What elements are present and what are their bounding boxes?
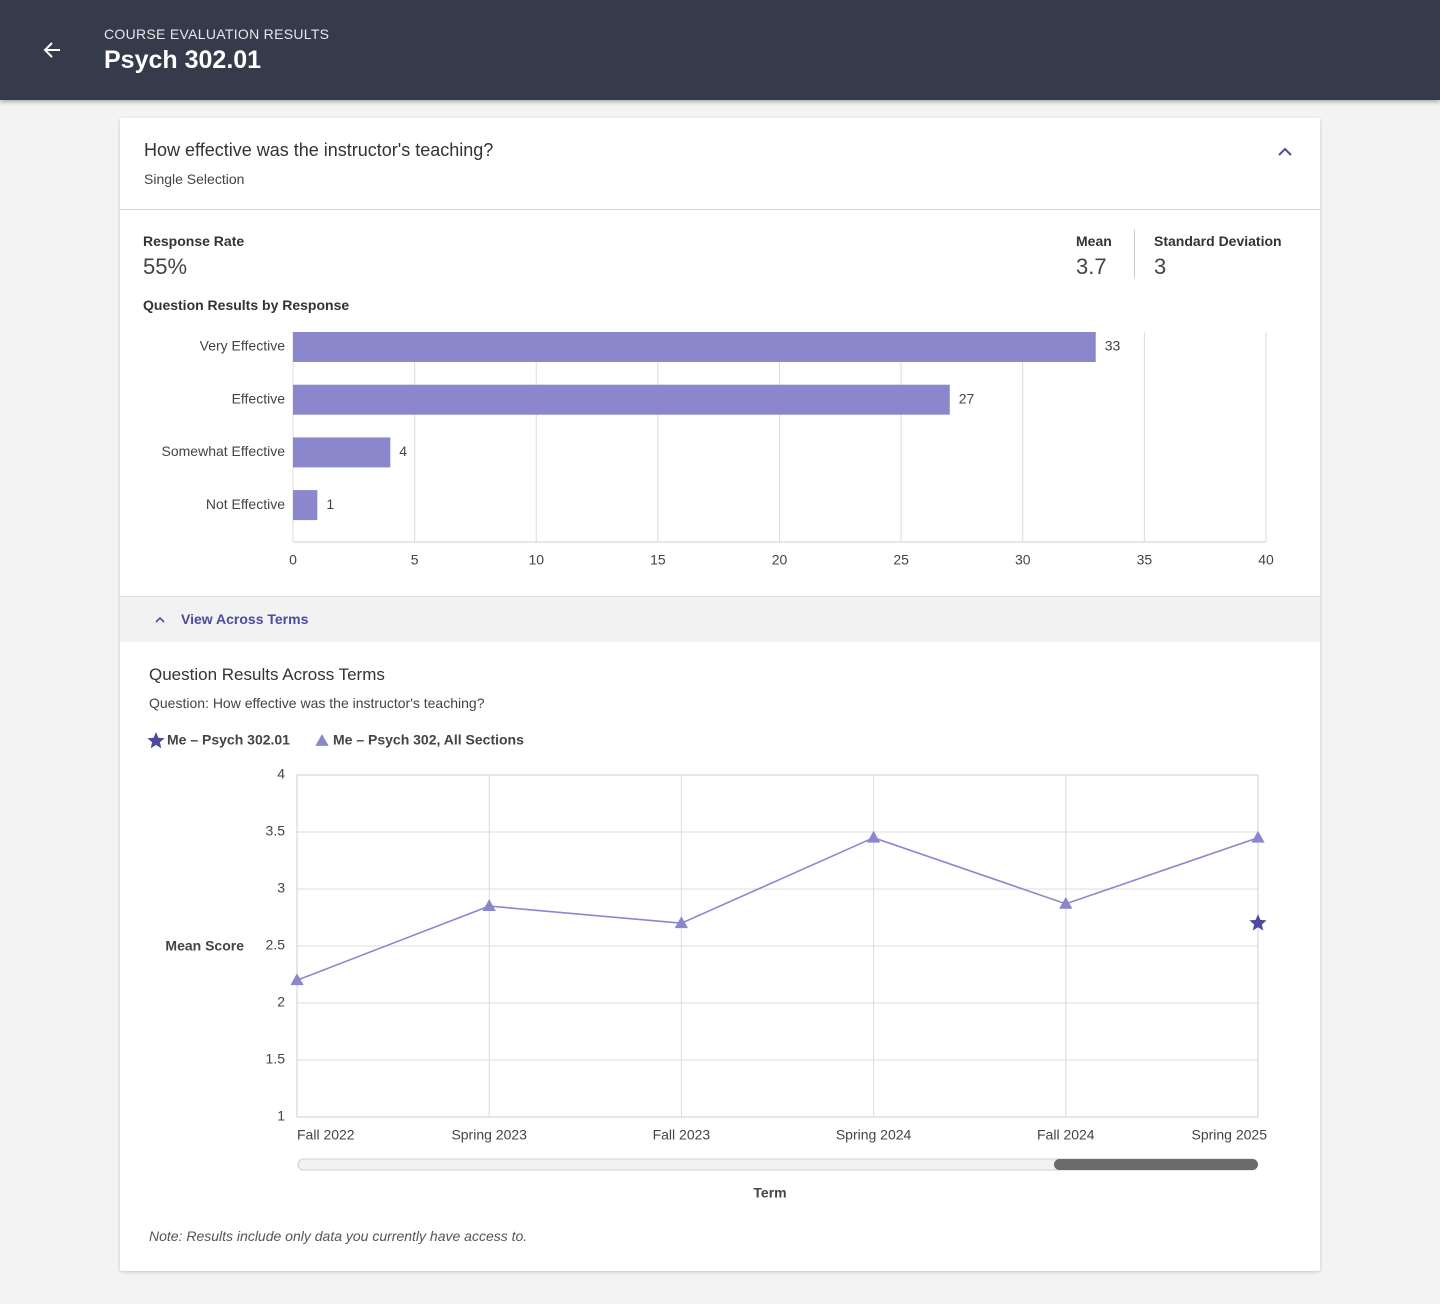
y-tick-label: 3.5 (266, 823, 286, 839)
chart-title: Question Results Across Terms (149, 665, 385, 684)
legend-marker (147, 732, 165, 749)
x-tick-label: Spring 2023 (451, 1127, 527, 1143)
note: Note: Results include only data you curr… (149, 1228, 528, 1244)
chart-title: Question Results by Response (143, 297, 350, 313)
toggle-icon-layer (155, 616, 165, 623)
stat-value: 55% (143, 254, 188, 279)
stat-label: Response Rate (143, 233, 245, 249)
stat-value: 3.7 (1076, 254, 1107, 279)
app-header (0, 0, 1440, 100)
x-tick-label: Fall 2024 (1037, 1127, 1095, 1143)
x-tick-label: 15 (650, 552, 666, 568)
data-point (1249, 914, 1267, 931)
divider (120, 209, 1320, 210)
bar (293, 384, 950, 415)
category-label: Effective (232, 390, 286, 406)
back-icon-layer (43, 42, 60, 58)
legend-label: Me – Psych 302, All Sections (333, 732, 524, 748)
chart-subtitle: Question: How effective was the instruct… (149, 695, 485, 711)
y-tick-label: 3 (277, 880, 285, 896)
legend-label: Me – Psych 302.01 (167, 732, 290, 748)
x-tick-label: 5 (411, 552, 419, 568)
x-tick-label: 35 (1137, 552, 1153, 568)
category-label: Not Effective (206, 496, 285, 512)
data-point (482, 899, 496, 911)
scrollbar-thumb[interactable] (1054, 1159, 1258, 1170)
x-tick-label: 20 (772, 552, 788, 568)
header-title: Psych 302.01 (104, 46, 262, 74)
series-line (296, 836, 1259, 981)
toggle-bar[interactable] (120, 596, 1320, 642)
value-label: 4 (399, 443, 407, 459)
x-tick-label: 10 (528, 552, 544, 568)
toggle-label[interactable]: View Across Terms (181, 611, 309, 627)
stat-label: Mean (1076, 233, 1112, 249)
x-tick-label: Spring 2024 (836, 1127, 912, 1143)
x-tick-label: Spring 2025 (1191, 1127, 1267, 1143)
x-tick-label: 25 (893, 552, 909, 568)
x-tick-label: Fall 2022 (297, 1127, 355, 1143)
stat-divider (1134, 230, 1135, 278)
back-button[interactable] (43, 42, 60, 58)
question-title: How effective was the instructor's teach… (144, 140, 494, 160)
y-tick-label: 2 (277, 994, 285, 1010)
header-eyebrow: COURSE EVALUATION RESULTS (104, 26, 330, 42)
data-point (1251, 830, 1265, 843)
question-subtitle: Single Selection (144, 171, 245, 187)
collapse-icon-layer (1278, 147, 1292, 156)
data-point (290, 973, 304, 986)
collapse-button[interactable] (1278, 147, 1292, 156)
stat-label: Standard Deviation (1154, 233, 1282, 249)
legend-marker (315, 734, 329, 746)
stat-value: 3 (1154, 254, 1167, 279)
data-point (1059, 896, 1073, 909)
plot-border (296, 774, 1259, 1118)
toggle-icon[interactable] (155, 616, 165, 623)
x-axis-label: Term (753, 1185, 786, 1201)
x-tick-label: 0 (289, 552, 297, 568)
y-tick-label: 2.5 (266, 937, 286, 953)
y-tick-label: 1.5 (266, 1051, 286, 1067)
bar (293, 332, 1096, 362)
value-label: 33 (1105, 338, 1121, 354)
category-label: Somewhat Effective (162, 443, 286, 459)
x-tick-label: 40 (1258, 552, 1274, 568)
x-tick-label: 30 (1015, 552, 1031, 568)
data-point (866, 830, 881, 843)
question-card (120, 118, 1320, 1271)
bar (293, 437, 391, 468)
bar (293, 490, 318, 521)
y-tick-label: 4 (277, 766, 285, 782)
y-tick-label: 1 (277, 1108, 285, 1124)
y-axis-label: Mean Score (165, 938, 244, 954)
data-point (674, 916, 689, 929)
value-label: 1 (326, 496, 334, 512)
x-tick-label: Fall 2023 (653, 1127, 711, 1143)
value-label: 27 (959, 390, 975, 406)
category-label: Very Effective (200, 338, 286, 354)
